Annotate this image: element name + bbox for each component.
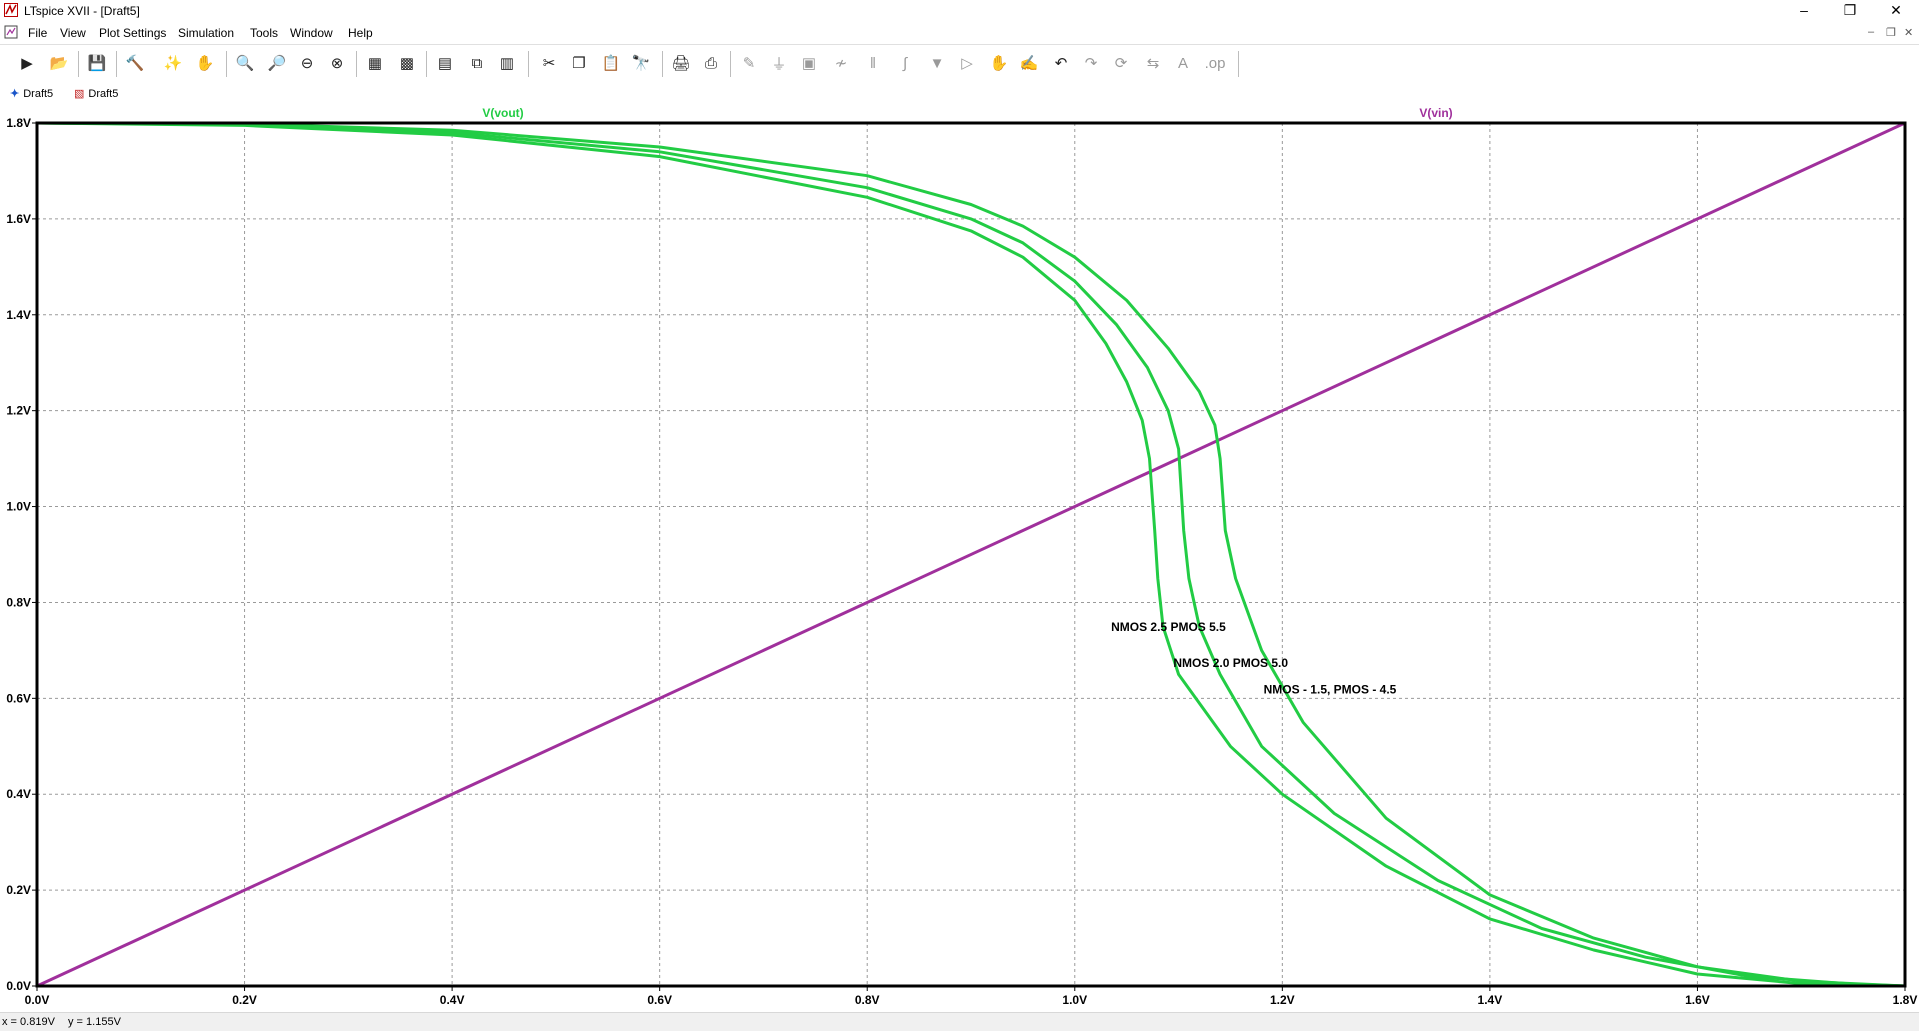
inductor-icon[interactable]: ∫: [902, 54, 908, 72]
component-icon[interactable]: ▷: [961, 55, 973, 72]
minimize-button[interactable]: –: [1800, 2, 1808, 18]
document-icon[interactable]: [4, 25, 18, 39]
plot-frame: [35, 121, 1907, 988]
zoom-full-icon[interactable]: ⊗: [330, 55, 344, 72]
y-tick-label: 0.2V: [6, 883, 31, 897]
y-tick-label: 0.4V: [6, 787, 31, 801]
close-button[interactable]: ✕: [1890, 2, 1902, 18]
y-tick-label: 1.0V: [6, 500, 31, 514]
trace-annotation: NMOS - 1.5, PMOS - 4.5: [1264, 683, 1397, 697]
move-icon[interactable]: ✋: [989, 55, 1009, 72]
diode-icon[interactable]: ▼: [929, 54, 945, 72]
trace-label-vout: V(vout): [482, 106, 523, 120]
series-line-vvout-2: [36, 121, 1906, 988]
zoom-out-icon[interactable]: ⊖: [300, 55, 314, 72]
x-tick-label: 0.8V: [855, 993, 880, 1007]
document-tabs: ✦ Draft5 ▧ Draft5: [0, 83, 1919, 105]
x-tick-label: 0.6V: [647, 993, 672, 1007]
window-title: LTspice XVII - [Draft5]: [24, 4, 140, 18]
cascade-icon[interactable]: ⧉: [471, 54, 483, 72]
tab-waveform-draft5[interactable]: ▧ Draft5: [74, 85, 118, 102]
tile-horizontal-icon[interactable]: ▤: [437, 55, 453, 72]
copy-icon[interactable]: ❐: [572, 55, 586, 72]
tab-schematic-draft5[interactable]: ✦ Draft5: [10, 85, 53, 102]
open-icon[interactable]: 📂: [49, 55, 69, 72]
wire-icon[interactable]: ✎: [742, 55, 756, 72]
y-tick-label: 0.0V: [6, 979, 31, 993]
series-line-vvout-1: [36, 121, 1906, 988]
probe-icon[interactable]: ✨: [163, 55, 183, 72]
menu-bar: File View Plot Settings Simulation Tools…: [0, 22, 1919, 44]
mdi-minimize-button[interactable]: –: [1868, 26, 1875, 38]
menu-window[interactable]: Window: [290, 26, 333, 40]
drag-icon[interactable]: ✍: [1019, 55, 1039, 72]
status-bar: x = 0.819V y = 1.155V: [0, 1012, 1919, 1031]
pan-hand-icon[interactable]: ✋: [195, 55, 215, 72]
mirror-icon[interactable]: ⇆: [1146, 55, 1160, 72]
tile-vertical-icon[interactable]: ▥: [499, 55, 515, 72]
menu-tools[interactable]: Tools: [250, 26, 279, 40]
tab-label: Draft5: [88, 87, 119, 100]
y-tick-label: 0.6V: [6, 691, 31, 705]
menu-plot-settings[interactable]: Plot Settings: [99, 26, 167, 40]
waveform-plot-pane[interactable]: 0.0V 0.2V 0.4V 0.6V 0.8V 1.0V 1.2V 1.4V 1.6V 1.8V…: [0, 104, 1919, 1012]
label-icon[interactable]: ▣: [801, 55, 817, 72]
y-tick-label: 1.8V: [6, 116, 31, 130]
run-icon[interactable]: ▶: [21, 55, 33, 72]
text-icon[interactable]: A: [1177, 54, 1188, 72]
find-icon[interactable]: 🔭: [631, 55, 651, 72]
add-trace-icon[interactable]: ▩: [399, 55, 415, 72]
ltspice-app-icon[interactable]: [4, 3, 18, 17]
autorange-icon[interactable]: ▦: [367, 55, 383, 72]
mdi-restore-button[interactable]: ❐: [1886, 27, 1896, 39]
x-tick-label: 0.4V: [440, 993, 465, 1007]
tab-label: Draft5: [23, 87, 54, 100]
cursor-x-readout: x = 0.819V: [2, 1016, 55, 1028]
x-tick-label: 1.8V: [1893, 993, 1918, 1007]
menu-simulation[interactable]: Simulation: [178, 26, 235, 40]
menu-view[interactable]: View: [60, 26, 86, 40]
trace-annotation: NMOS 2.5 PMOS 5.5: [1111, 620, 1226, 634]
series-line-vvout-3: [36, 121, 1906, 988]
undo-icon[interactable]: ↶: [1054, 55, 1068, 72]
trace-label-vin: V(vin): [1419, 106, 1452, 120]
x-tick-label: 1.6V: [1685, 993, 1710, 1007]
y-tick-label: 0.8V: [6, 595, 31, 609]
capacitor-icon[interactable]: ‖: [869, 54, 877, 72]
zoom-in-icon[interactable]: 🔍: [235, 55, 255, 72]
rotate-icon[interactable]: ⟳: [1114, 55, 1128, 72]
menu-file[interactable]: File: [28, 26, 48, 40]
schematic-icon: ✦: [10, 88, 20, 100]
print-preview-icon[interactable]: ⎙: [704, 54, 717, 72]
mdi-close-button[interactable]: ✕: [1904, 27, 1914, 39]
trace-annotation: NMOS 2.0 PMOS 5.0: [1173, 656, 1288, 670]
redo-icon[interactable]: ↷: [1084, 55, 1098, 72]
ground-icon[interactable]: ⏚: [771, 55, 787, 73]
resistor-icon[interactable]: ≁: [834, 55, 848, 72]
spice-directive-icon[interactable]: .op: [1204, 54, 1226, 72]
series-line-vvin-0: [36, 121, 1906, 988]
cut-icon[interactable]: ✂: [542, 55, 556, 72]
y-tick-label: 1.6V: [6, 212, 31, 226]
print-icon[interactable]: 🖨: [671, 55, 691, 72]
save-icon[interactable]: 💾: [87, 55, 107, 72]
y-tick-label: 1.4V: [6, 308, 31, 322]
control-panel-icon[interactable]: 🔨: [125, 55, 145, 72]
x-tick-label: 0.0V: [25, 993, 50, 1007]
paste-icon[interactable]: 📋: [601, 55, 621, 72]
y-tick-label: 1.2V: [6, 404, 31, 418]
toolbar: ▶ 📂 💾 🔨 ✨ ✋ 🔍 🔎 ⊖ ⊗ ▦ ▩ ▤ ⧉ ▥ ✂ ❐ 📋 🔭 🖨 …: [0, 44, 1919, 84]
waveform-icon: ▧: [74, 88, 85, 100]
waveform-chart[interactable]: 0.0V 0.2V 0.4V 0.6V 0.8V 1.0V 1.2V 1.4V 1.6V 1.8V…: [0, 104, 1919, 1012]
title-bar: LTspice XVII - [Draft5] – ❐ ✕: [0, 0, 1919, 22]
x-tick-label: 1.2V: [1270, 993, 1295, 1007]
x-tick-label: 1.0V: [1062, 993, 1087, 1007]
restore-button[interactable]: ❐: [1843, 2, 1857, 18]
zoom-area-icon[interactable]: 🔎: [267, 55, 287, 72]
menu-help[interactable]: Help: [348, 26, 373, 40]
x-tick-label: 1.4V: [1478, 993, 1503, 1007]
cursor-y-readout: y = 1.155V: [68, 1016, 121, 1028]
x-tick-label: 0.2V: [232, 993, 257, 1007]
